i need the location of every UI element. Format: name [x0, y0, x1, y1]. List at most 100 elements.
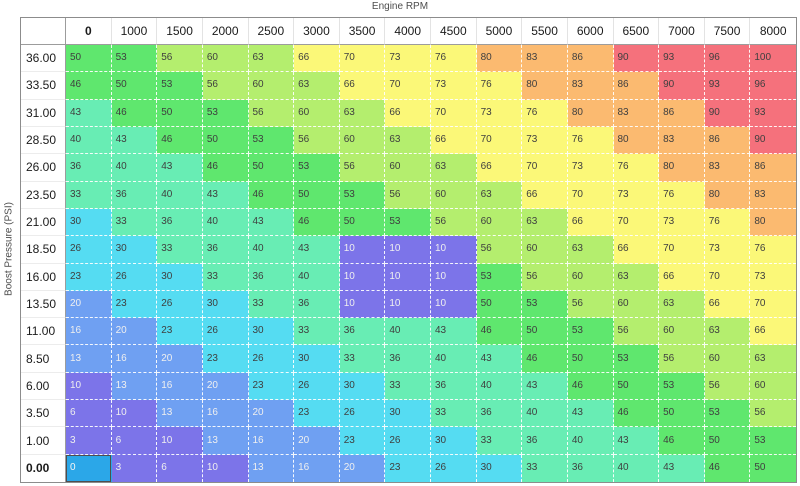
- table-cell[interactable]: 66: [339, 72, 386, 100]
- table-cell[interactable]: 76: [431, 45, 477, 73]
- table-cell[interactable]: 53: [704, 400, 751, 428]
- table-cell[interactable]: 36: [111, 181, 158, 209]
- table-cell[interactable]: 16: [248, 427, 295, 455]
- table-cell[interactable]: 63: [704, 318, 751, 346]
- table-cell[interactable]: 53: [613, 345, 660, 373]
- table-cell[interactable]: 66: [385, 99, 431, 127]
- table-cell[interactable]: 60: [750, 372, 796, 401]
- table-cell[interactable]: 10: [339, 236, 386, 264]
- table-cell[interactable]: 90: [613, 45, 660, 73]
- table-cell[interactable]: 26: [431, 454, 477, 482]
- table-cell[interactable]: 50: [659, 400, 705, 428]
- table-cell[interactable]: 50: [202, 126, 249, 155]
- table-cell[interactable]: 20: [248, 400, 295, 428]
- table-cell[interactable]: 10: [431, 263, 477, 291]
- table-cell[interactable]: 30: [248, 318, 295, 346]
- table-cell[interactable]: 66: [613, 236, 660, 264]
- table-cell[interactable]: 23: [294, 400, 340, 428]
- table-cell[interactable]: 10: [431, 236, 477, 264]
- table-cell[interactable]: 56: [659, 345, 705, 373]
- table-cell[interactable]: 10: [339, 290, 386, 319]
- table-cell[interactable]: 46: [567, 372, 614, 401]
- table-cell[interactable]: 70: [522, 154, 568, 182]
- table-cell[interactable]: 56: [294, 126, 340, 155]
- table-cell[interactable]: 80: [522, 72, 568, 100]
- table-cell[interactable]: 50: [339, 208, 386, 237]
- table-cell[interactable]: 40: [613, 454, 660, 482]
- table-cell[interactable]: 10: [339, 263, 386, 291]
- table-cell[interactable]: 70: [750, 290, 796, 319]
- table-cell[interactable]: 30: [476, 454, 523, 482]
- table-cell[interactable]: 63: [294, 72, 340, 100]
- table-cell[interactable]: 56: [339, 154, 386, 182]
- table-cell[interactable]: 6: [66, 400, 112, 428]
- table-cell[interactable]: 36: [248, 263, 295, 291]
- table-cell[interactable]: 30: [66, 208, 112, 237]
- table-cell[interactable]: 46: [66, 72, 112, 100]
- table-cell[interactable]: 20: [339, 454, 386, 482]
- table-cell[interactable]: 56: [385, 181, 431, 209]
- table-cell[interactable]: 63: [248, 45, 295, 73]
- table-cell[interactable]: 66: [294, 45, 340, 73]
- table-cell[interactable]: 23: [111, 290, 158, 319]
- table-cell[interactable]: 50: [294, 181, 340, 209]
- table-cell[interactable]: 10: [431, 290, 477, 319]
- table-cell[interactable]: 73: [613, 181, 660, 209]
- table-cell[interactable]: 26: [66, 236, 112, 264]
- table-cell[interactable]: 53: [476, 263, 523, 291]
- table-cell[interactable]: 33: [111, 208, 158, 237]
- table-cell[interactable]: 33: [339, 345, 386, 373]
- table-cell[interactable]: 13: [66, 345, 112, 373]
- table-cell[interactable]: 10: [202, 454, 249, 482]
- table-cell[interactable]: 76: [567, 126, 614, 155]
- table-cell[interactable]: 30: [111, 236, 158, 264]
- table-cell[interactable]: 70: [704, 263, 751, 291]
- table-cell[interactable]: 76: [522, 99, 568, 127]
- table-cell[interactable]: 40: [567, 427, 614, 455]
- table-cell[interactable]: 33: [431, 400, 477, 428]
- table-cell[interactable]: 40: [157, 181, 203, 209]
- table-cell[interactable]: 16: [202, 400, 249, 428]
- table-cell[interactable]: 76: [704, 208, 751, 237]
- table-cell[interactable]: 53: [248, 126, 295, 155]
- table-cell[interactable]: 70: [567, 181, 614, 209]
- table-cell[interactable]: 13: [157, 400, 203, 428]
- table-cell[interactable]: 50: [522, 318, 568, 346]
- table-cell[interactable]: 46: [613, 400, 660, 428]
- table-cell[interactable]: 40: [294, 263, 340, 291]
- table-cell[interactable]: 20: [202, 372, 249, 401]
- table-cell[interactable]: 60: [294, 99, 340, 127]
- table-cell[interactable]: 40: [248, 236, 295, 264]
- table-cell[interactable]: 36: [157, 208, 203, 237]
- table-cell[interactable]: 76: [659, 181, 705, 209]
- table-cell[interactable]: 56: [476, 236, 523, 264]
- table-cell[interactable]: 66: [431, 126, 477, 155]
- table-cell[interactable]: 46: [704, 454, 751, 482]
- table-cell[interactable]: 83: [750, 181, 796, 209]
- table-cell[interactable]: 16: [66, 318, 112, 346]
- table-cell[interactable]: 83: [567, 72, 614, 100]
- table-cell[interactable]: 66: [704, 290, 751, 319]
- table-cell[interactable]: 60: [339, 126, 386, 155]
- table-cell[interactable]: 66: [567, 208, 614, 237]
- table-cell[interactable]: 63: [659, 290, 705, 319]
- table-cell[interactable]: 73: [567, 154, 614, 182]
- table-cell[interactable]: 83: [613, 99, 660, 127]
- table-cell[interactable]: 56: [567, 290, 614, 319]
- table-cell[interactable]: 20: [111, 318, 158, 346]
- table-cell[interactable]: 33: [202, 263, 249, 291]
- table-cell[interactable]: 33: [294, 318, 340, 346]
- table-cell[interactable]: 70: [659, 236, 705, 264]
- table-cell[interactable]: 53: [567, 318, 614, 346]
- table-cell[interactable]: 70: [476, 126, 523, 155]
- table-cell[interactable]: 53: [111, 45, 158, 73]
- table-cell[interactable]: 53: [659, 372, 705, 401]
- table-cell[interactable]: 40: [66, 126, 112, 155]
- table-cell[interactable]: 86: [704, 126, 751, 155]
- table-cell[interactable]: 16: [111, 345, 158, 373]
- table-cell[interactable]: 93: [704, 72, 751, 100]
- table-cell[interactable]: 40: [476, 372, 523, 401]
- table-cell[interactable]: 33: [157, 236, 203, 264]
- table-cell[interactable]: 36: [66, 154, 112, 182]
- table-cell[interactable]: 23: [66, 263, 112, 291]
